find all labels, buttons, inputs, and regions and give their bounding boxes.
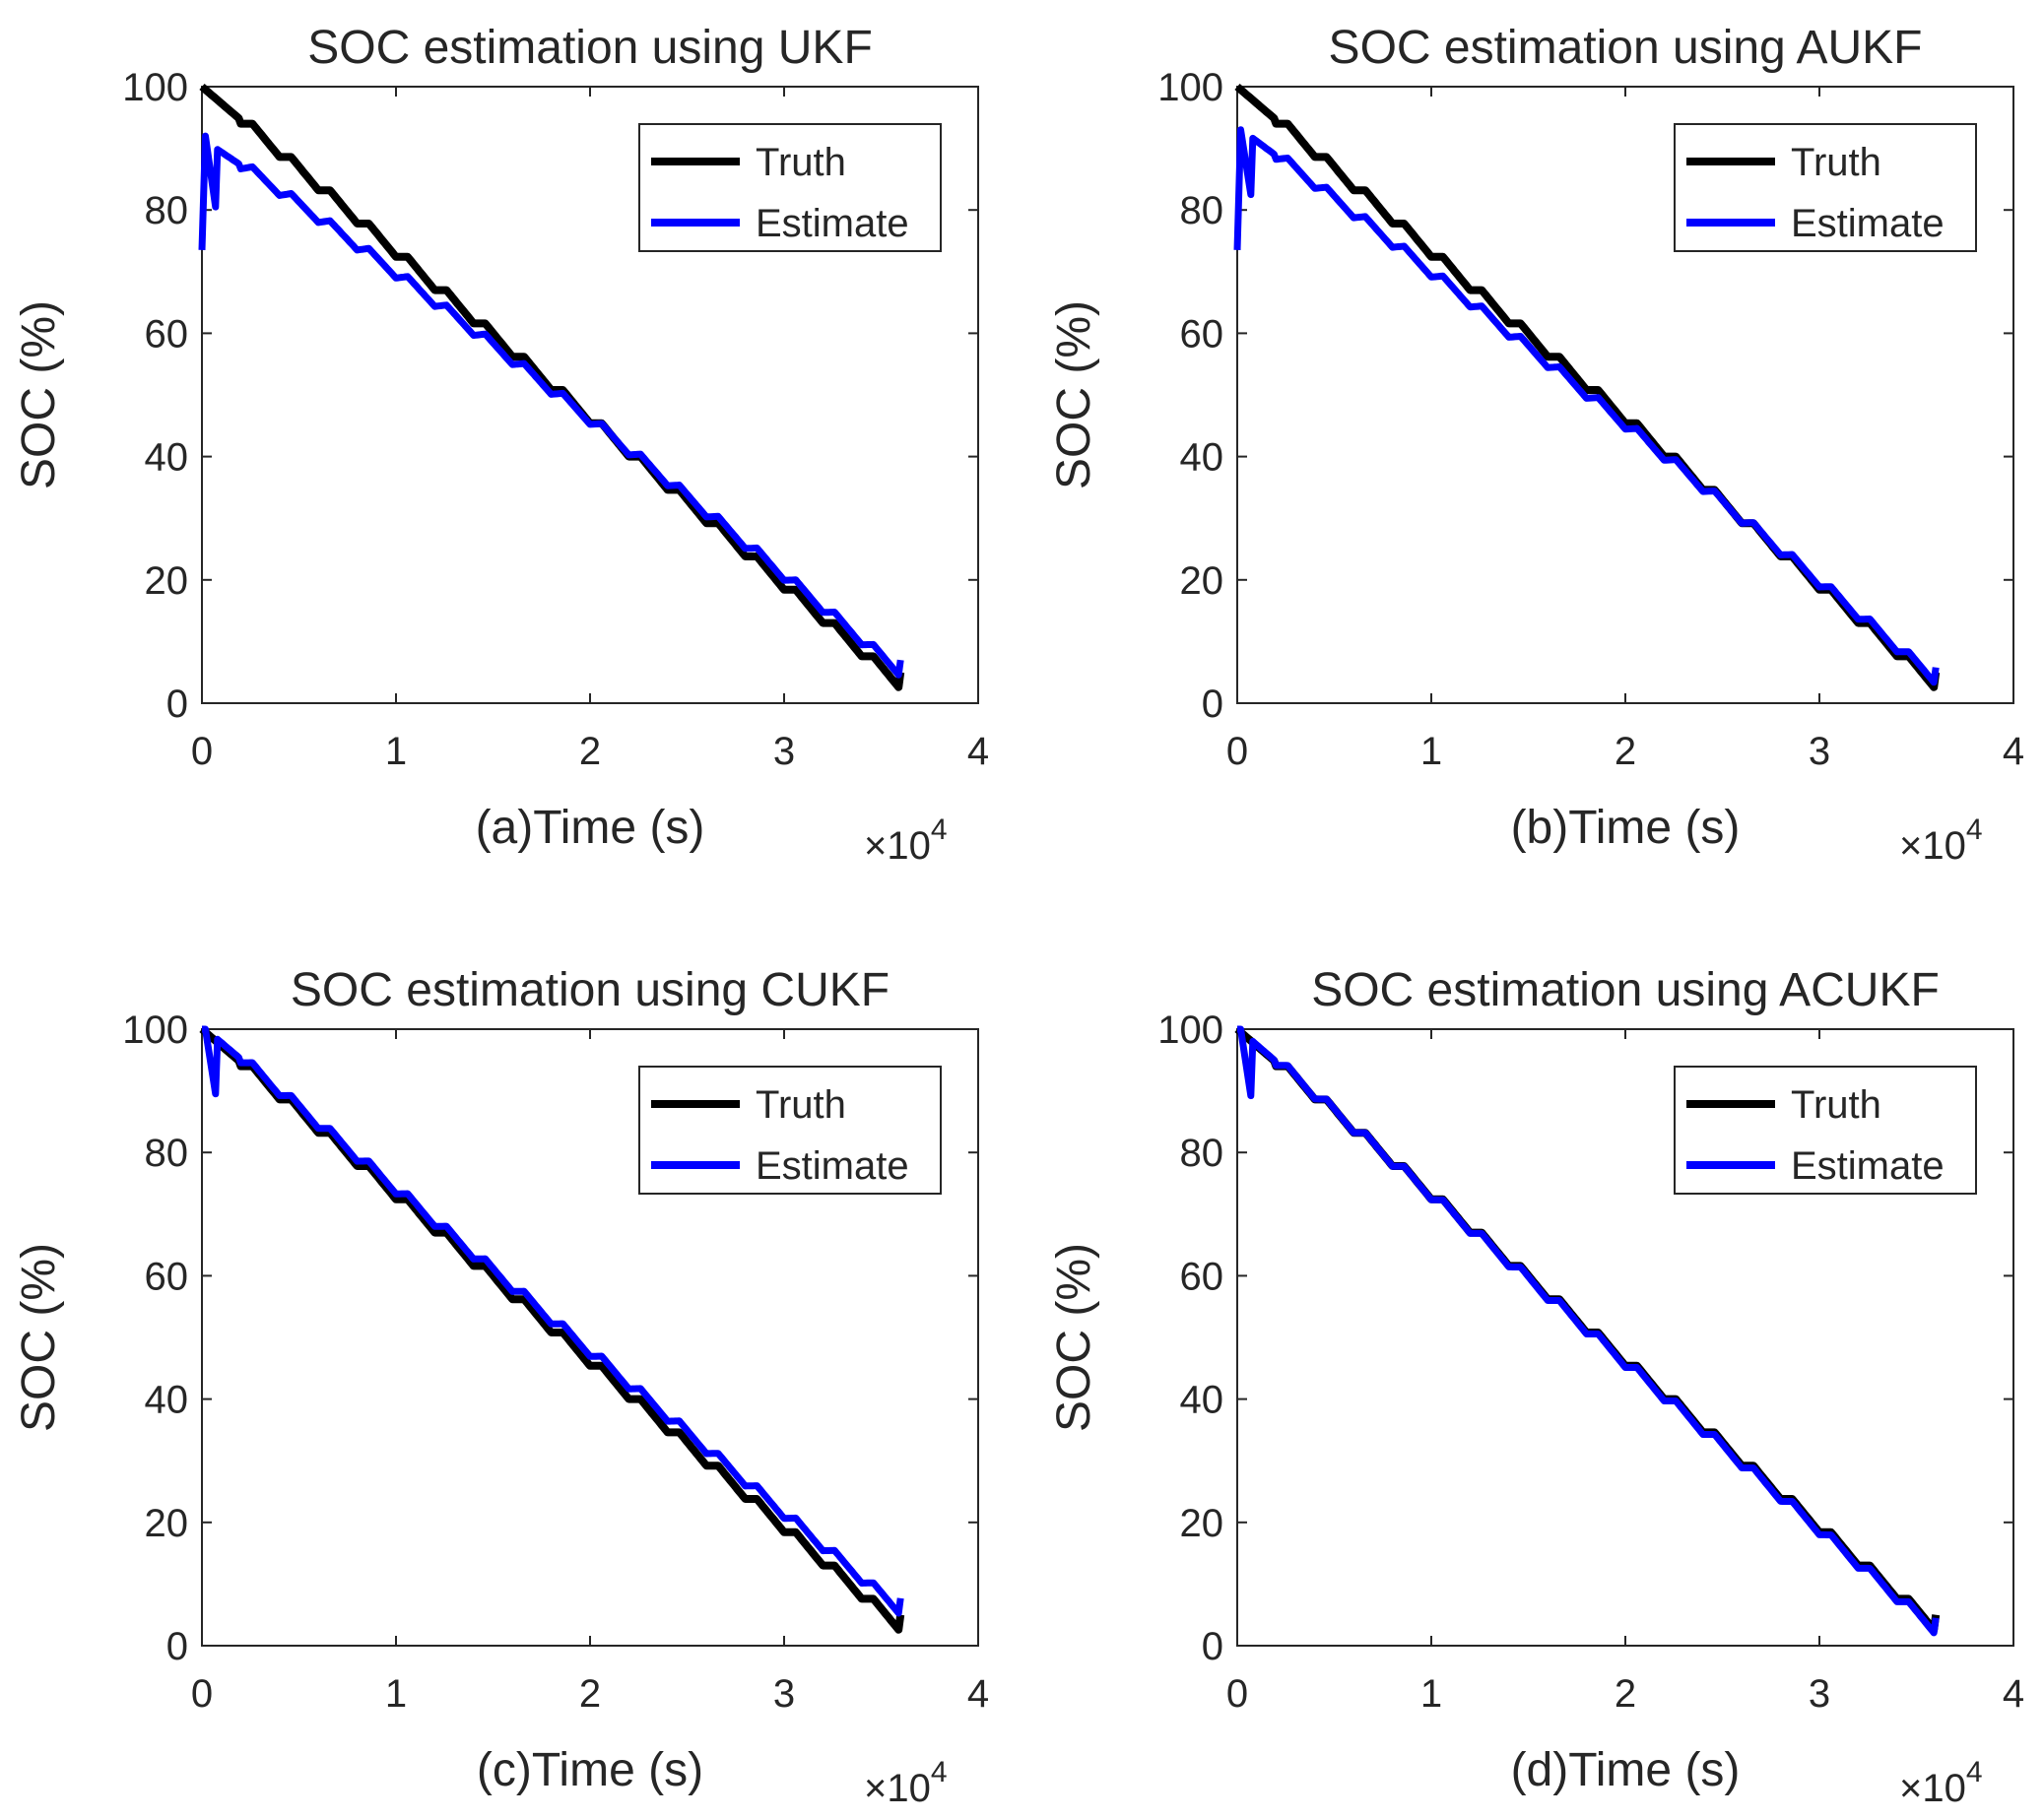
x-tick-label: 1 [1420,1672,1442,1716]
y-tick-label: 40 [1180,1379,1224,1422]
y-tick-label: 80 [145,1132,189,1175]
x-tick-label: 3 [773,1672,795,1716]
x-tick-label: 1 [385,730,407,773]
y-tick-label: 60 [1180,1255,1224,1298]
x-tick-label: 1 [385,1672,407,1716]
legend-label-truth: Truth [1791,1083,1881,1127]
x-scale-exponent: 4 [1966,813,1983,846]
legend-label-estimate: Estimate [1791,1144,1945,1188]
x-scale-multiplier: ×104 [1899,813,1983,868]
y-tick-label: 80 [145,189,189,232]
chart-title: SOC estimation using AUKF [1329,22,1923,74]
y-tick-label: 0 [166,1625,188,1668]
legend: Truth Estimate [1674,123,1977,252]
x-tick-label: 3 [1809,1672,1830,1716]
chart-panel-aukf: SOC estimation using AUKF 0 20 40 60 80 100 0 1 2… [1048,22,2024,868]
x-tick-label: 4 [967,1672,989,1716]
x-tick-label: 4 [967,730,989,773]
x-scale-exponent: 4 [931,813,948,846]
chart-panel-ukf: SOC estimation using UKF 0 20 40 60 80 100 0 1 2 3… [13,22,989,868]
x-tick-label: 2 [1615,1672,1636,1716]
x-scale-prefix: ×10 [1899,824,1966,868]
legend-box [1674,123,1977,252]
series-estimate-line [1233,126,1940,686]
x-tick-label: 0 [1226,730,1248,773]
y-tick-label: 40 [1180,436,1224,480]
x-tick-label: 3 [773,730,795,773]
legend-label-truth: Truth [756,141,846,184]
legend: Truth Estimate [638,123,942,252]
series-estimate-line [202,1025,904,1617]
legend-label-estimate: Estimate [756,1144,909,1188]
legend: Truth Estimate [638,1066,942,1195]
y-tick-label: 20 [1180,1502,1224,1545]
x-scale-prefix: ×10 [864,824,931,868]
legend-label-truth: Truth [756,1083,846,1127]
x-tick-label: 0 [191,730,213,773]
chart-title: SOC estimation using UKF [307,22,873,74]
y-tick-label: 40 [145,1379,189,1422]
legend-label-estimate: Estimate [1791,202,1945,245]
x-scale-multiplier: ×104 [864,813,948,868]
y-tick-label: 0 [1202,682,1223,726]
x-scale-prefix: ×10 [864,1767,931,1810]
y-axis-label: SOC (%) [13,300,65,489]
x-tick-label: 2 [1615,730,1636,773]
x-scale-exponent: 4 [931,1756,948,1788]
x-axis-label: (b)Time (s) [1511,802,1741,854]
legend-box [638,1066,942,1195]
chart-panel-acukf: SOC estimation using ACUKF 0 20 40 60 80 100 0 1… [1048,964,2024,1810]
x-scale-multiplier: ×104 [1899,1756,1983,1810]
legend: Truth Estimate [1674,1066,1977,1195]
y-tick-label: 80 [1180,1132,1224,1175]
x-axis-label: (c)Time (s) [477,1744,703,1796]
y-axis-label: SOC (%) [1048,300,1100,489]
y-tick-label: 20 [145,559,189,603]
y-tick-label: 100 [122,66,188,109]
series-estimate-line [198,132,904,679]
x-axis-label: (d)Time (s) [1511,1744,1741,1796]
y-tick-label: 0 [166,682,188,726]
x-tick-label: 2 [579,1672,601,1716]
y-tick-label: 100 [1157,66,1223,109]
y-tick-label: 100 [122,1008,188,1052]
legend-box [1674,1066,1977,1195]
series-truth-line [199,1025,905,1634]
y-tick-label: 80 [1180,189,1224,232]
y-tick-label: 20 [145,1502,189,1545]
chart-title: SOC estimation using CUKF [291,964,890,1016]
x-scale-multiplier: ×104 [864,1756,948,1810]
y-axis-label: SOC (%) [13,1243,65,1432]
chart-title: SOC estimation using ACUKF [1311,964,1940,1016]
y-tick-label: 100 [1157,1008,1223,1052]
x-scale-prefix: ×10 [1899,1767,1966,1810]
y-tick-label: 60 [145,312,189,356]
y-tick-label: 40 [145,436,189,480]
legend-label-estimate: Estimate [756,202,909,245]
x-tick-label: 0 [1226,1672,1248,1716]
x-tick-label: 0 [191,1672,213,1716]
y-tick-label: 60 [1180,312,1224,356]
chart-panel-cukf: SOC estimation using CUKF 0 20 40 60 80 100 0 1 2… [13,964,989,1810]
y-tick-label: 20 [1180,559,1224,603]
x-tick-label: 2 [579,730,601,773]
legend-label-truth: Truth [1791,141,1881,184]
x-scale-exponent: 4 [1966,1756,1983,1788]
x-tick-label: 1 [1420,730,1442,773]
x-tick-label: 4 [2003,1672,2024,1716]
y-tick-label: 0 [1202,1625,1223,1668]
y-axis-label: SOC (%) [1048,1243,1100,1432]
x-tick-label: 4 [2003,730,2024,773]
y-tick-label: 60 [145,1255,189,1298]
legend-box [638,123,942,252]
series-estimate-line [1237,1025,1940,1637]
x-axis-label: (a)Time (s) [476,802,705,854]
x-tick-label: 3 [1809,730,1830,773]
